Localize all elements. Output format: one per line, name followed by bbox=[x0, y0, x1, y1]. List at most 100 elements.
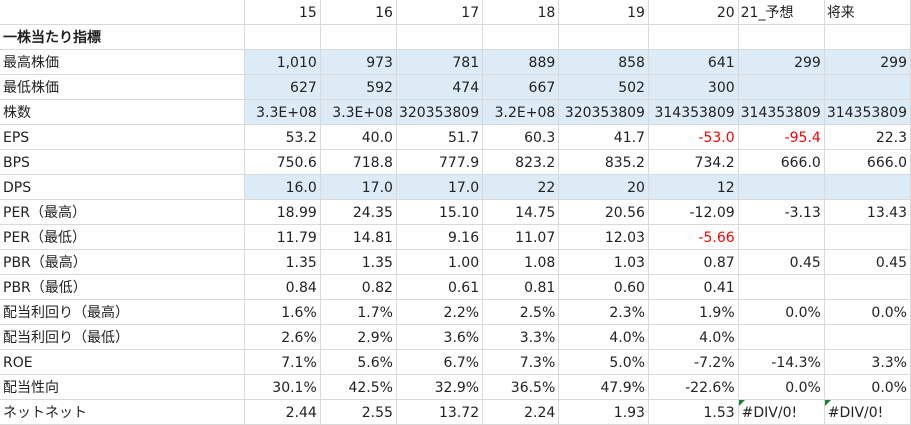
value-cell[interactable]: 0.0% bbox=[824, 374, 911, 400]
row-label-cell[interactable]: 配当利回り（最高） bbox=[0, 299, 245, 325]
value-cell[interactable]: 0.0% bbox=[738, 374, 825, 400]
row-label-cell[interactable]: 株数 bbox=[0, 99, 245, 125]
value-cell[interactable]: 0.45 bbox=[738, 249, 825, 275]
value-cell[interactable] bbox=[824, 224, 911, 250]
value-cell[interactable]: 2.9% bbox=[320, 324, 397, 350]
value-cell[interactable]: 314353809 bbox=[824, 99, 911, 125]
value-cell[interactable]: 14.75 bbox=[482, 199, 560, 225]
value-cell[interactable]: 781 bbox=[396, 49, 484, 75]
value-cell[interactable]: 14.81 bbox=[320, 224, 397, 250]
value-cell[interactable]: 4.0% bbox=[648, 324, 739, 350]
value-cell[interactable] bbox=[824, 174, 911, 200]
value-cell[interactable]: 15.10 bbox=[396, 199, 484, 225]
value-cell[interactable]: 973 bbox=[320, 49, 397, 75]
value-cell[interactable]: 0.41 bbox=[648, 274, 739, 300]
value-cell[interactable]: 7.3% bbox=[482, 349, 560, 375]
value-cell[interactable]: 12.03 bbox=[558, 224, 649, 250]
header-year-cell[interactable]: 19 bbox=[558, 0, 649, 25]
value-cell[interactable]: 40.0 bbox=[320, 124, 397, 150]
value-cell[interactable]: #DIV/0! bbox=[738, 399, 825, 425]
value-cell[interactable]: 0.45 bbox=[824, 249, 911, 275]
row-label-cell[interactable]: PBR（最高） bbox=[0, 249, 245, 275]
value-cell[interactable]: 299 bbox=[738, 49, 825, 75]
header-future-cell[interactable]: 将来 bbox=[824, 0, 911, 25]
value-cell[interactable]: 299 bbox=[824, 49, 911, 75]
row-label-cell[interactable]: 配当利回り（最低） bbox=[0, 324, 245, 350]
value-cell[interactable]: 314353809 bbox=[648, 99, 739, 125]
value-cell[interactable]: 474 bbox=[396, 74, 484, 100]
value-cell[interactable]: -53.0 bbox=[648, 124, 739, 150]
header-year-cell[interactable]: 17 bbox=[396, 0, 484, 25]
header-year-cell[interactable]: 15 bbox=[244, 0, 321, 25]
value-cell[interactable]: 20.56 bbox=[558, 199, 649, 225]
value-cell[interactable]: 12 bbox=[648, 174, 739, 200]
value-cell[interactable]: 314353809 bbox=[738, 99, 825, 125]
value-cell[interactable]: 666.0 bbox=[824, 149, 911, 175]
value-cell[interactable]: -14.3% bbox=[738, 349, 825, 375]
value-cell[interactable]: 858 bbox=[558, 49, 649, 75]
value-cell[interactable]: 1.9% bbox=[648, 299, 739, 325]
header-year-cell[interactable]: 18 bbox=[482, 0, 560, 25]
value-cell[interactable]: 42.5% bbox=[320, 374, 397, 400]
value-cell[interactable]: 60.3 bbox=[482, 124, 560, 150]
value-cell[interactable]: 13.72 bbox=[396, 399, 484, 425]
row-label-cell[interactable]: BPS bbox=[0, 149, 245, 175]
value-cell[interactable] bbox=[824, 324, 911, 350]
value-cell[interactable]: 22.3 bbox=[824, 124, 911, 150]
value-cell[interactable] bbox=[738, 224, 825, 250]
value-cell[interactable]: 777.9 bbox=[396, 149, 484, 175]
value-cell[interactable]: 641 bbox=[648, 49, 739, 75]
header-year-cell[interactable]: 16 bbox=[320, 0, 397, 25]
value-cell[interactable]: 718.8 bbox=[320, 149, 397, 175]
value-cell[interactable]: 734.2 bbox=[648, 149, 739, 175]
row-label-cell[interactable]: EPS bbox=[0, 124, 245, 150]
value-cell[interactable]: 3.3% bbox=[482, 324, 560, 350]
empty-cell[interactable] bbox=[738, 24, 825, 50]
value-cell[interactable]: 0.0% bbox=[738, 299, 825, 325]
empty-cell[interactable] bbox=[320, 24, 397, 50]
value-cell[interactable]: 36.5% bbox=[482, 374, 560, 400]
value-cell[interactable] bbox=[738, 174, 825, 200]
value-cell[interactable]: 1,010 bbox=[244, 49, 321, 75]
value-cell[interactable]: 300 bbox=[648, 74, 739, 100]
value-cell[interactable]: 0.84 bbox=[244, 274, 321, 300]
value-cell[interactable]: -3.13 bbox=[738, 199, 825, 225]
row-label-cell[interactable]: ネットネット bbox=[0, 399, 245, 425]
value-cell[interactable]: -12.09 bbox=[648, 199, 739, 225]
value-cell[interactable]: 32.9% bbox=[396, 374, 484, 400]
empty-cell[interactable] bbox=[482, 24, 560, 50]
value-cell[interactable]: 823.2 bbox=[482, 149, 560, 175]
value-cell[interactable]: 750.6 bbox=[244, 149, 321, 175]
empty-cell[interactable] bbox=[824, 24, 911, 50]
value-cell[interactable]: 24.35 bbox=[320, 199, 397, 225]
value-cell[interactable]: 320353809 bbox=[558, 99, 649, 125]
row-label-cell[interactable]: 最高株価 bbox=[0, 49, 245, 75]
header-year-cell[interactable]: 20 bbox=[648, 0, 739, 25]
header-forecast-cell[interactable]: 21_予想 bbox=[738, 0, 825, 25]
value-cell[interactable] bbox=[824, 74, 911, 100]
value-cell[interactable]: 1.03 bbox=[558, 249, 649, 275]
empty-cell[interactable] bbox=[558, 24, 649, 50]
value-cell[interactable]: 13.43 bbox=[824, 199, 911, 225]
value-cell[interactable]: 502 bbox=[558, 74, 649, 100]
value-cell[interactable]: -22.6% bbox=[648, 374, 739, 400]
value-cell[interactable]: 1.53 bbox=[648, 399, 739, 425]
row-label-cell[interactable]: PER（最低） bbox=[0, 224, 245, 250]
value-cell[interactable]: 2.55 bbox=[320, 399, 397, 425]
value-cell[interactable]: 0.82 bbox=[320, 274, 397, 300]
empty-cell[interactable] bbox=[396, 24, 484, 50]
value-cell[interactable]: 1.6% bbox=[244, 299, 321, 325]
value-cell[interactable]: 0.0% bbox=[824, 299, 911, 325]
value-cell[interactable]: 2.2% bbox=[396, 299, 484, 325]
value-cell[interactable]: -7.2% bbox=[648, 349, 739, 375]
value-cell[interactable]: 3.6% bbox=[396, 324, 484, 350]
value-cell[interactable]: 2.24 bbox=[482, 399, 560, 425]
value-cell[interactable]: 2.6% bbox=[244, 324, 321, 350]
value-cell[interactable] bbox=[738, 274, 825, 300]
value-cell[interactable]: 1.7% bbox=[320, 299, 397, 325]
value-cell[interactable]: 889 bbox=[482, 49, 560, 75]
value-cell[interactable]: 1.35 bbox=[320, 249, 397, 275]
value-cell[interactable]: 18.99 bbox=[244, 199, 321, 225]
value-cell[interactable]: 0.87 bbox=[648, 249, 739, 275]
value-cell[interactable]: 0.60 bbox=[558, 274, 649, 300]
